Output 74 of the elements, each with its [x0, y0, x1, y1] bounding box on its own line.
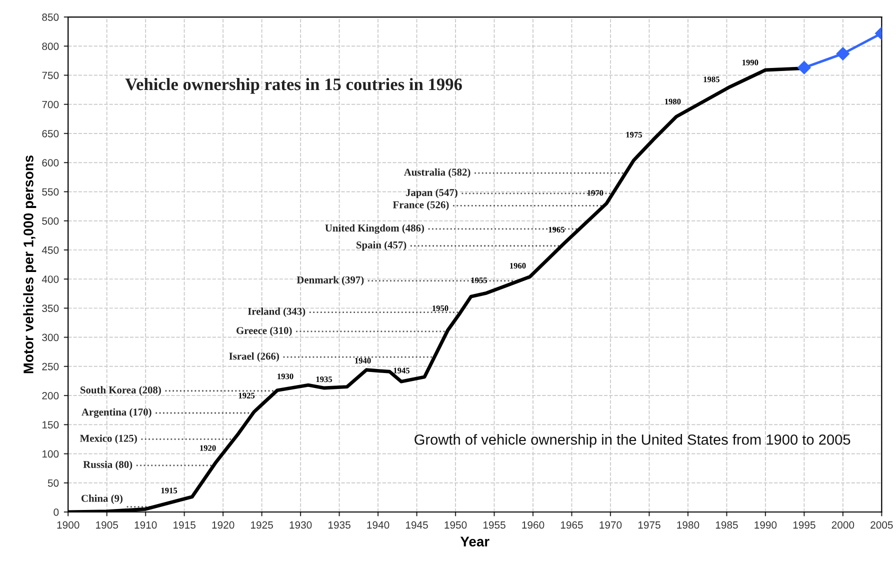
y-tick-label: 550	[42, 188, 59, 196]
annotation: 1965	[548, 226, 564, 232]
x-tick-label: 1930	[290, 521, 312, 529]
annotation: 1920	[200, 445, 216, 451]
x-tick-label: 1985	[716, 521, 738, 529]
x-axis-title: Year	[460, 536, 490, 546]
annotation: 1955	[471, 278, 487, 284]
annotation: 1935	[316, 376, 332, 382]
y-tick-label: 500	[42, 217, 59, 225]
x-tick-label: 1995	[793, 521, 816, 529]
x-tick-label: 1975	[638, 521, 660, 529]
annotation: 1940	[355, 358, 371, 364]
y-tick-label: 50	[48, 479, 59, 487]
y-tick-label: 600	[42, 159, 59, 166]
ref-line-label: Russia (80)	[83, 460, 132, 470]
x-tick-label: 1990	[754, 521, 777, 529]
ref-line-label: Japan (547)	[406, 188, 458, 198]
y-tick-label: 0	[54, 508, 59, 516]
y-tick-label: 650	[42, 130, 59, 138]
annotation: 1960	[510, 262, 526, 269]
ref-line-label: Israel (266)	[229, 352, 279, 362]
annotation: 1950	[432, 305, 448, 312]
ref-line-label: Denmark (397)	[296, 276, 364, 286]
x-tick-label: 1940	[367, 521, 390, 529]
annotation: 1930	[278, 374, 294, 380]
ref-line-label: Greece (310)	[236, 326, 292, 336]
y-tick-label: 800	[42, 42, 59, 50]
annotation: Vehicle ownership rates in 15 coutries in 1996	[125, 78, 462, 94]
annotation: 1915	[161, 488, 178, 494]
ref-line-label: Ireland (343)	[248, 308, 306, 317]
annotation: 1970	[588, 190, 604, 196]
x-tick-label: 1900	[57, 521, 80, 529]
x-tick-label: 1950	[444, 521, 467, 529]
x-tick-label: 1970	[600, 521, 622, 529]
annotation: 1945	[394, 368, 410, 374]
x-tick-label: 1910	[134, 521, 157, 529]
x-tick-label: 2005	[870, 521, 893, 529]
annotation: 1985	[704, 76, 720, 82]
ref-line-label: Mexico (125)	[80, 434, 137, 444]
ref-line-label: Australia (582)	[404, 168, 470, 178]
y-tick-label: 150	[42, 421, 59, 429]
y-tick-label: 300	[42, 334, 59, 342]
annotation: 1925	[238, 392, 255, 398]
x-tick-label: 1935	[328, 521, 350, 529]
y-axis-title: Motor vehicles per 1,000 persons	[23, 155, 36, 374]
y-tick-label: 250	[42, 362, 59, 370]
x-tick-label: 1925	[251, 521, 273, 529]
ref-line-label: Spain (457)	[356, 241, 406, 251]
ref-line-label: China (9)	[82, 494, 122, 504]
ref-line-label: Argentina (170)	[82, 408, 152, 418]
x-tick-label: 1905	[96, 521, 118, 529]
x-tick-label: 1920	[212, 521, 234, 529]
ref-line-label: South Korea (208)	[80, 386, 161, 396]
y-tick-label: 850	[42, 14, 59, 21]
annotation: 1975	[626, 132, 642, 138]
y-tick-label: 700	[42, 100, 59, 108]
x-tick-label: 2000	[832, 521, 854, 529]
x-tick-label: 1915	[174, 521, 196, 529]
x-tick-label: 1955	[483, 521, 506, 529]
x-tick-label: 1945	[406, 521, 428, 529]
y-tick-label: 450	[42, 246, 59, 254]
y-tick-label: 100	[42, 450, 59, 458]
y-tick-label: 350	[42, 304, 59, 312]
annotation: Growth of vehicle ownership in the United States from 1900 to 2005	[414, 434, 850, 448]
ref-line-label: France (526)	[392, 200, 449, 210]
y-tick-label: 200	[42, 392, 59, 400]
x-tick-label: 1960	[522, 521, 544, 529]
annotation: 1980	[665, 98, 681, 104]
annotation: 1990	[742, 60, 758, 66]
x-tick-label: 1980	[677, 521, 700, 529]
x-tick-label: 1965	[560, 521, 583, 529]
ref-line-label: United Kingdom (486)	[325, 224, 424, 234]
y-tick-label: 750	[42, 72, 59, 80]
y-tick-label: 400	[42, 276, 59, 283]
